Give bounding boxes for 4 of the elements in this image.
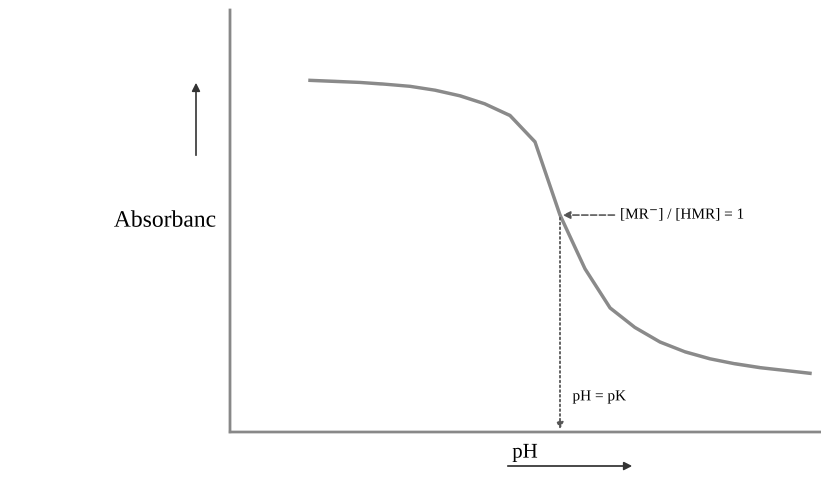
annotation: pH = pK [572,390,626,404]
x-axis-title: pH [512,444,538,462]
y-axis-title: Absorbanc [114,210,216,227]
annotation: [MR$^{−}$] / [HMR] = 1 [621,208,744,221]
